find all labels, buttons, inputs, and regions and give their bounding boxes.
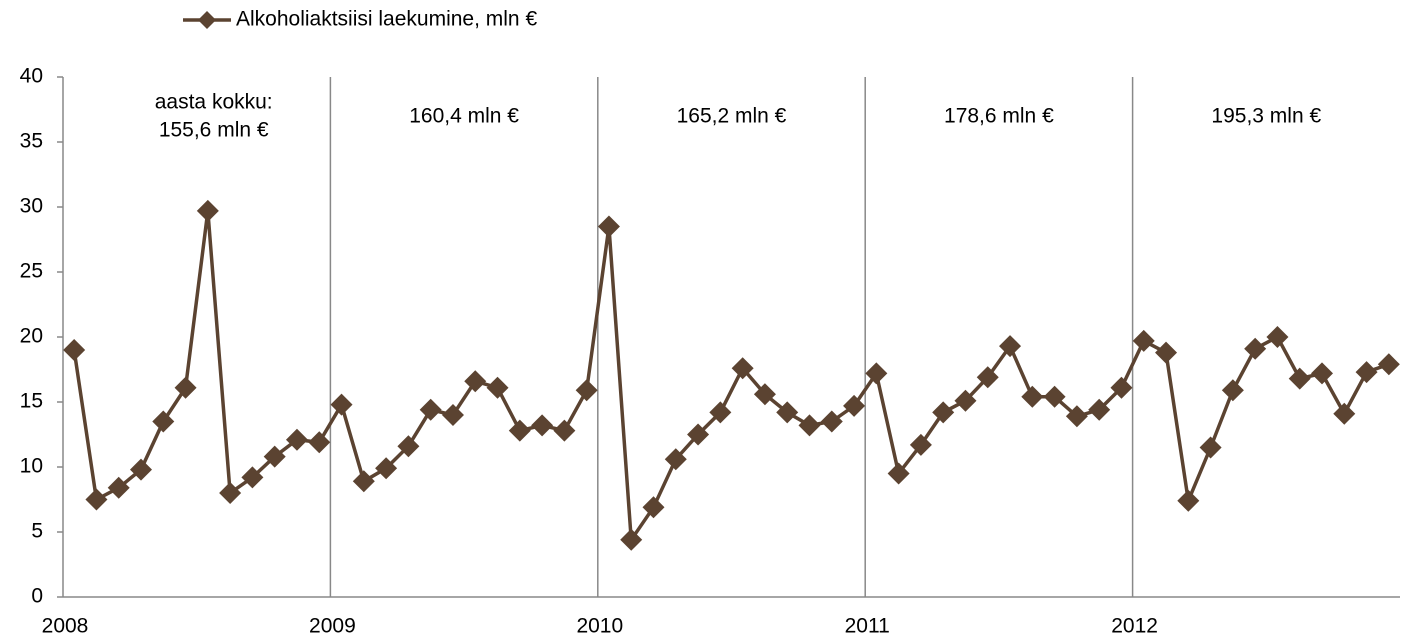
data-marker [397, 435, 420, 458]
data-marker [731, 357, 754, 380]
y-tick-label: 30 [20, 195, 43, 218]
data-marker [1244, 337, 1267, 360]
x-tick-label: 2009 [309, 615, 356, 638]
data-marker [664, 448, 687, 471]
data-marker [865, 362, 888, 385]
data-marker [486, 376, 509, 399]
data-marker [798, 414, 821, 437]
annotation: aasta kokku: [155, 91, 273, 114]
data-marker [954, 389, 977, 412]
data-marker [1221, 379, 1244, 402]
data-marker [441, 404, 464, 426]
y-tick-label: 10 [20, 455, 43, 478]
data-marker [1110, 376, 1133, 399]
data-marker [63, 339, 86, 361]
y-tick-label: 0 [31, 585, 43, 608]
data-marker [1177, 489, 1200, 512]
data-marker [1355, 361, 1378, 384]
data-marker [1288, 367, 1311, 390]
data-marker [107, 476, 130, 499]
data-marker [687, 423, 710, 446]
data-marker [575, 379, 598, 402]
data-marker [129, 458, 152, 481]
y-tick-label: 35 [20, 130, 43, 153]
annotation: 195,3 mln € [1211, 105, 1321, 128]
data-marker [464, 370, 487, 393]
data-marker [820, 410, 843, 433]
data-marker [1155, 341, 1178, 364]
data-line [72, 210, 1390, 545]
data-marker [152, 410, 175, 433]
data-marker [1311, 362, 1334, 385]
data-marker [1065, 405, 1088, 428]
data-marker [285, 428, 308, 451]
data-marker [219, 482, 242, 504]
data-marker [1333, 402, 1356, 425]
data-marker [375, 457, 398, 480]
data-marker [352, 470, 375, 493]
data-marker [753, 383, 776, 406]
data-marker [843, 394, 866, 417]
data-marker [1021, 385, 1044, 408]
data-marker [642, 496, 665, 519]
data-marker [241, 466, 264, 489]
data-marker [1043, 385, 1066, 408]
x-tick-label: 2008 [42, 615, 89, 638]
data-marker [330, 393, 353, 416]
data-marker [887, 462, 910, 485]
y-tick-label: 25 [20, 260, 43, 283]
data-marker [999, 335, 1022, 358]
data-marker [174, 376, 197, 399]
legend-marker [198, 11, 216, 29]
data-marker [976, 366, 999, 389]
data-marker [1377, 353, 1400, 376]
annotation: 155,6 mln € [159, 119, 269, 142]
data-marker [508, 419, 531, 442]
annotation: 165,2 mln € [677, 105, 787, 128]
x-tick-label: 2011 [845, 615, 890, 638]
y-tick-label: 15 [20, 390, 43, 413]
annotation: 160,4 mln € [409, 105, 519, 128]
y-tick-label: 5 [31, 520, 43, 543]
data-marker [85, 488, 108, 511]
data-marker [1199, 436, 1222, 459]
data-marker [263, 445, 286, 468]
y-tick-label: 40 [20, 65, 43, 88]
data-marker [531, 414, 554, 437]
data-marker [1132, 329, 1155, 352]
y-tick-label: 20 [20, 325, 43, 348]
data-marker [909, 433, 932, 456]
data-marker [419, 398, 442, 421]
data-marker [620, 528, 643, 551]
data-marker [932, 401, 955, 424]
data-marker [597, 215, 620, 238]
x-tick-label: 2012 [1111, 615, 1158, 638]
annotation: 178,6 mln € [944, 105, 1054, 128]
data-marker [709, 401, 732, 424]
x-tick-label: 2010 [576, 615, 623, 638]
data-marker [1088, 398, 1111, 421]
data-marker [308, 431, 331, 454]
data-marker [196, 199, 219, 222]
data-marker [553, 419, 576, 442]
legend-label: Alkoholiaktsiisi laekumine, mln € [236, 8, 537, 31]
data-marker [776, 401, 799, 424]
data-marker [1266, 326, 1289, 348]
